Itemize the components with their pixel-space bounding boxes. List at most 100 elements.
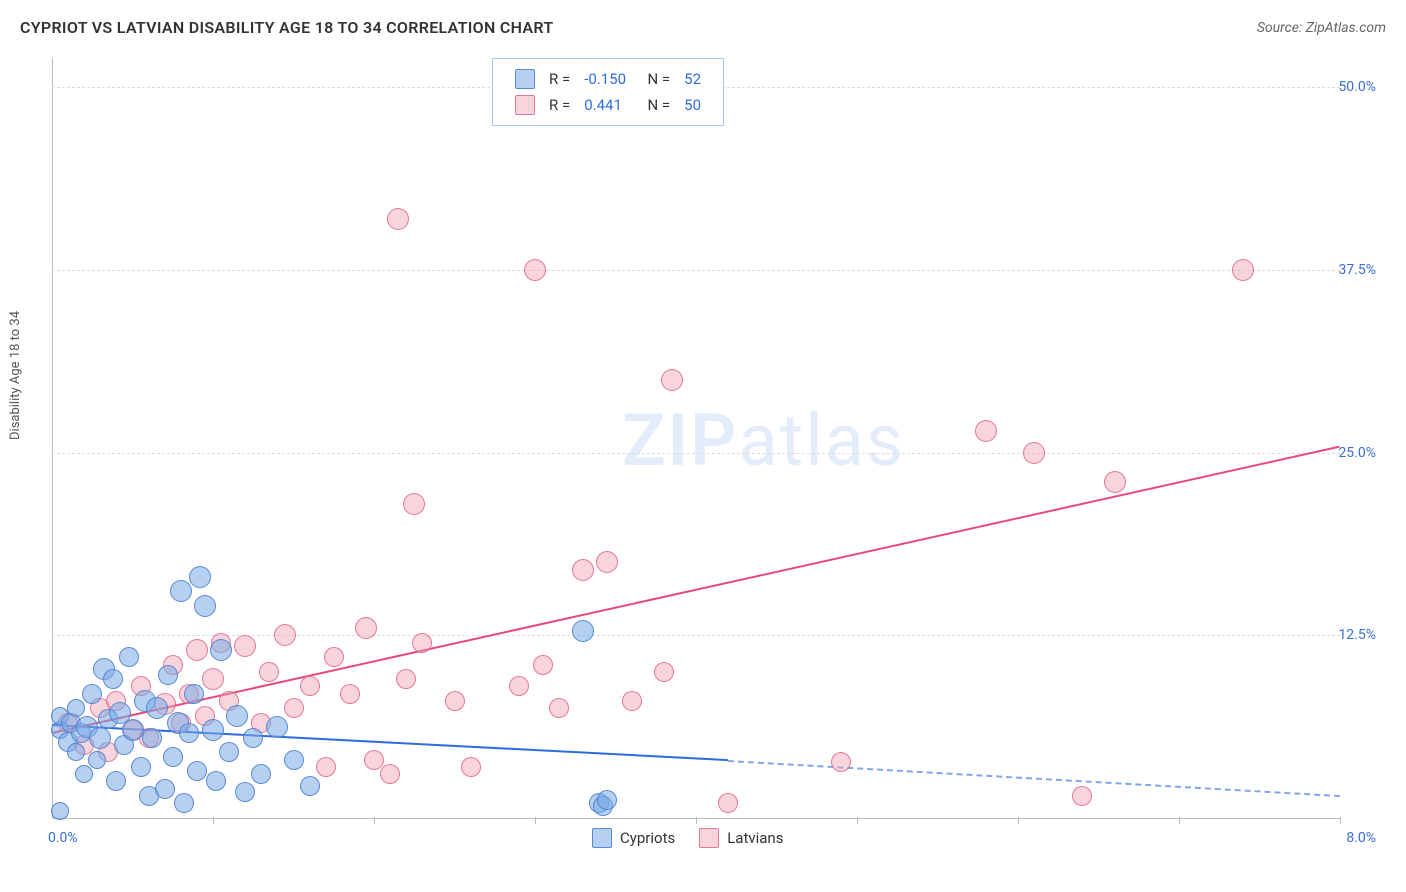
- legend-swatch: [592, 828, 612, 848]
- x-tick: [1340, 817, 1341, 824]
- data-point: [597, 790, 617, 810]
- data-point: [831, 752, 851, 772]
- x-min-label: 0.0%: [48, 830, 78, 846]
- legend-r-value: 0.441: [578, 93, 632, 117]
- legend-swatch: [515, 95, 535, 115]
- data-point: [226, 705, 248, 727]
- data-point: [622, 691, 642, 711]
- legend-r-value: -0.150: [578, 67, 632, 91]
- data-point: [661, 369, 683, 391]
- data-point: [189, 566, 211, 588]
- data-point: [174, 793, 194, 813]
- data-point: [259, 662, 279, 682]
- y-tick-label: 50.0%: [1338, 79, 1376, 95]
- legend-r-label: R =: [543, 67, 576, 91]
- x-max-label: 8.0%: [1346, 830, 1376, 846]
- trend-line: [52, 445, 1340, 733]
- x-tick: [535, 817, 536, 824]
- data-point: [533, 655, 553, 675]
- data-point: [1232, 259, 1254, 281]
- y-axis-label: Disability Age 18 to 34: [8, 311, 23, 440]
- gridline: [52, 453, 1340, 454]
- legend-r-label: R =: [543, 93, 576, 117]
- chart-plot-area: ZIPatlas 12.5%25.0%37.5%50.0%0.0%8.0% R …: [52, 58, 1372, 848]
- data-point: [51, 802, 69, 820]
- x-tick: [1179, 817, 1180, 824]
- data-point: [284, 750, 304, 770]
- x-tick: [213, 817, 214, 824]
- data-point: [300, 776, 320, 796]
- data-point: [403, 493, 425, 515]
- data-point: [122, 719, 144, 741]
- data-point: [396, 669, 416, 689]
- data-point: [163, 747, 183, 767]
- x-tick: [374, 817, 375, 824]
- data-point: [67, 699, 85, 717]
- data-point: [266, 716, 288, 738]
- data-point: [654, 662, 674, 682]
- data-point: [975, 420, 997, 442]
- data-point: [234, 635, 256, 657]
- data-point: [364, 750, 384, 770]
- data-point: [103, 669, 123, 689]
- y-tick-label: 25.0%: [1338, 445, 1376, 461]
- data-point: [284, 698, 304, 718]
- legend-series-label: Cypriots: [620, 829, 675, 847]
- data-point: [274, 624, 296, 646]
- data-point: [158, 665, 178, 685]
- legend-swatch: [699, 828, 719, 848]
- data-point: [549, 698, 569, 718]
- data-point: [524, 259, 546, 281]
- trend-line: [728, 760, 1340, 797]
- data-point: [119, 647, 139, 667]
- legend-n-value: 50: [678, 93, 707, 117]
- data-point: [210, 639, 232, 661]
- data-point: [131, 757, 151, 777]
- source-attribution: Source: ZipAtlas.com: [1257, 20, 1386, 36]
- data-point: [718, 793, 738, 813]
- data-point: [596, 551, 618, 573]
- data-point: [187, 761, 207, 781]
- data-point: [1023, 442, 1045, 464]
- legend-n-label: N =: [634, 93, 676, 117]
- data-point: [206, 771, 226, 791]
- data-point: [324, 647, 344, 667]
- data-point: [67, 743, 85, 761]
- data-point: [572, 620, 594, 642]
- data-point: [89, 727, 111, 749]
- data-point: [146, 697, 168, 719]
- data-point: [235, 782, 255, 802]
- legend-n-value: 52: [678, 67, 707, 91]
- data-point: [184, 684, 204, 704]
- legend-series-label: Latvians: [727, 829, 783, 847]
- data-point: [412, 633, 432, 653]
- data-point: [106, 771, 126, 791]
- x-tick: [857, 817, 858, 824]
- data-point: [155, 779, 175, 799]
- data-point: [243, 728, 263, 748]
- data-point: [202, 668, 224, 690]
- data-point: [219, 742, 239, 762]
- data-point: [387, 208, 409, 230]
- data-point: [300, 676, 320, 696]
- legend-n-label: N =: [634, 67, 676, 91]
- data-point: [82, 684, 102, 704]
- x-tick: [696, 817, 697, 824]
- y-tick-label: 12.5%: [1338, 627, 1376, 643]
- gridline: [52, 270, 1340, 271]
- data-point: [1072, 786, 1092, 806]
- data-point: [194, 595, 216, 617]
- data-point: [316, 757, 336, 777]
- legend-swatch: [515, 69, 535, 89]
- data-point: [1104, 471, 1126, 493]
- data-point: [142, 728, 162, 748]
- data-point: [509, 676, 529, 696]
- chart-title: CYPRIOT VS LATVIAN DISABILITY AGE 18 TO …: [20, 18, 554, 37]
- data-point: [340, 684, 360, 704]
- data-point: [88, 751, 106, 769]
- data-point: [75, 765, 93, 783]
- data-point: [186, 639, 208, 661]
- correlation-legend: R =-0.150 N =52 R =0.441 N =50: [492, 58, 724, 126]
- data-point: [202, 719, 224, 741]
- data-point: [445, 691, 465, 711]
